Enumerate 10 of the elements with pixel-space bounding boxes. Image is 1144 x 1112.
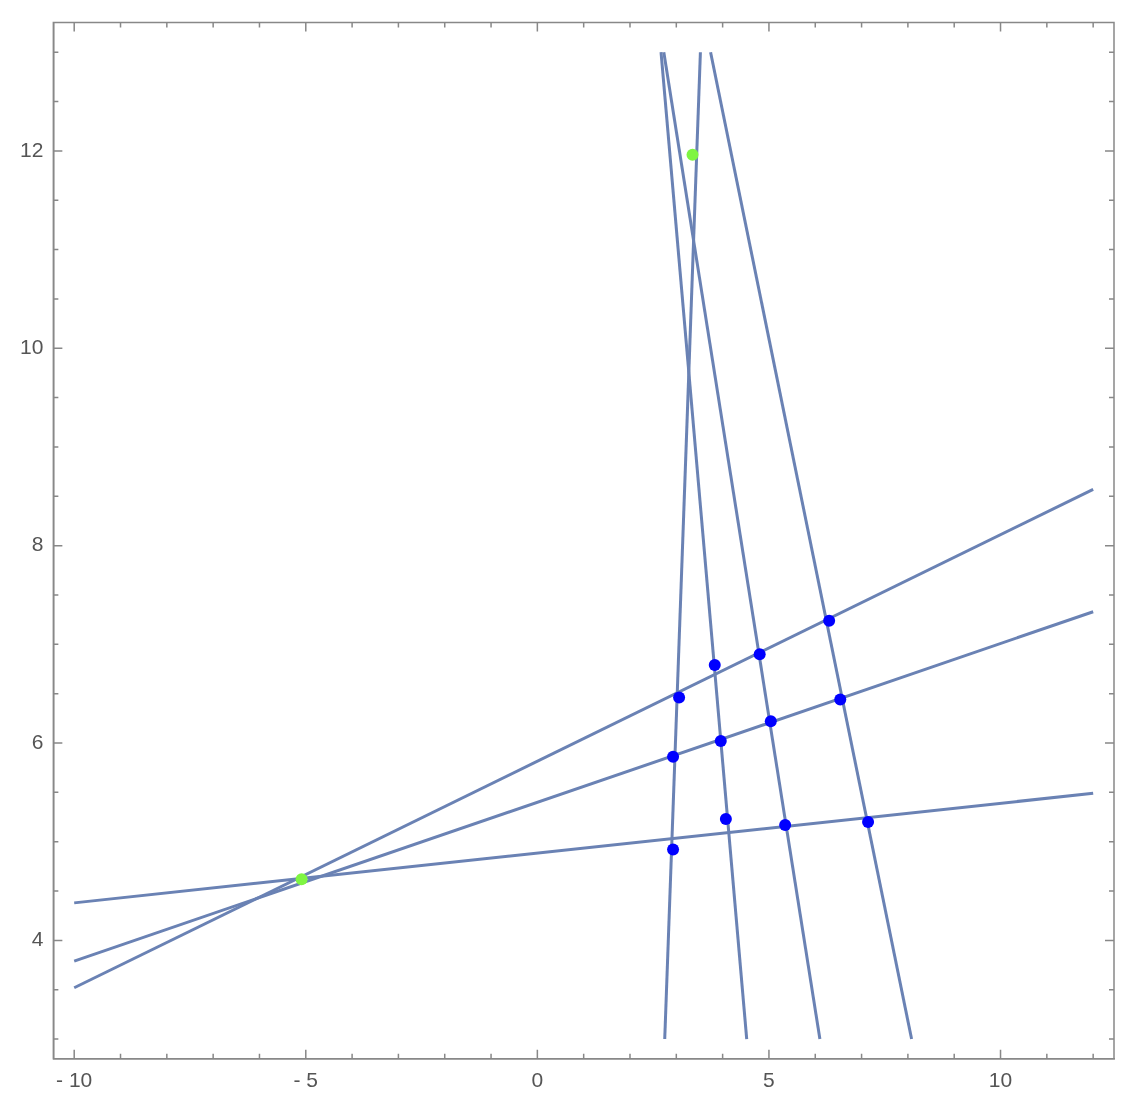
y-tick-label: 4 bbox=[31, 927, 44, 951]
x-tick-label: - 5 bbox=[293, 1068, 319, 1092]
x-tick-label: 10 bbox=[988, 1068, 1013, 1092]
x-tick-label: 0 bbox=[531, 1068, 544, 1092]
y-tick-label: 6 bbox=[31, 729, 44, 753]
y-tick-label: 8 bbox=[31, 532, 44, 556]
x-tick-label: 5 bbox=[763, 1068, 775, 1092]
y-tick-label: 12 bbox=[20, 137, 44, 161]
y-tick-label: 10 bbox=[20, 335, 44, 359]
x-tick-label: - 10 bbox=[56, 1068, 93, 1092]
